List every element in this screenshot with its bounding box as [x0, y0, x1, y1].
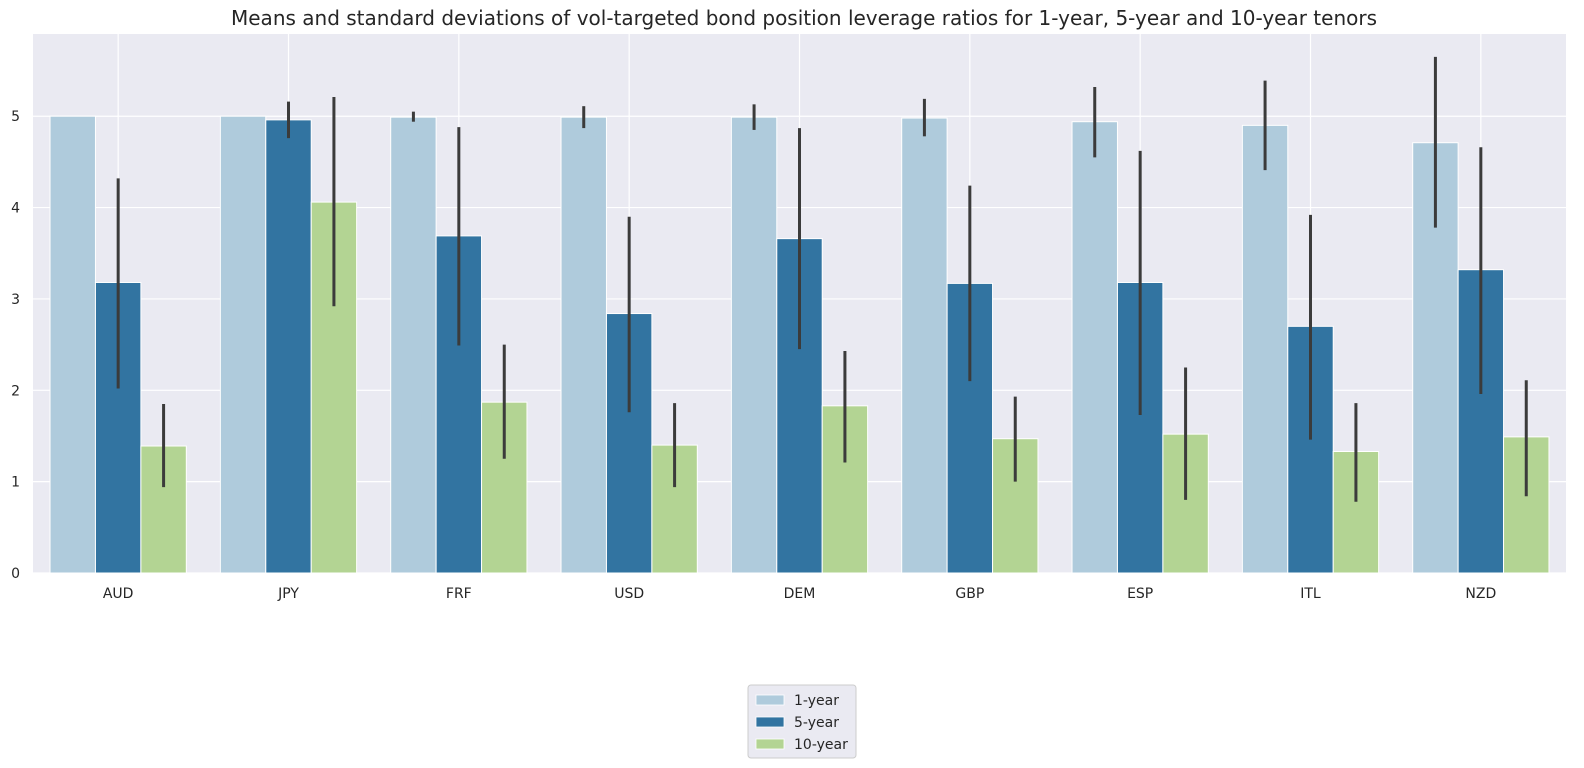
y-tick-label: 1: [11, 475, 20, 491]
y-tick-label: 0: [11, 566, 20, 582]
x-tick-label: ESP: [1127, 586, 1153, 602]
bar-1-year-ITL: [1241, 124, 1289, 574]
y-tick-label: 2: [11, 383, 20, 399]
y-tick-label: 4: [11, 201, 20, 217]
y-axis-ticks: 0 1 2 3 4 5: [11, 109, 20, 582]
legend-swatch-5-year: [755, 716, 785, 728]
bar-1-year-FRF: [390, 116, 437, 574]
y-tick-label: 3: [11, 292, 20, 308]
bar-1-year-USD: [560, 116, 607, 574]
bar-1-year-DEM: [730, 116, 778, 574]
x-tick-label: GBP: [955, 586, 984, 602]
legend-swatch-10-year: [755, 738, 785, 750]
chart-title: Means and standard deviations of vol-tar…: [231, 6, 1377, 30]
bar-5-year-JPY: [265, 119, 312, 574]
x-tick-label: USD: [614, 586, 644, 602]
y-tick-label: 5: [11, 109, 20, 125]
x-tick-label: FRF: [446, 586, 472, 602]
legend-label-5-year: 5-year: [794, 715, 839, 731]
x-tick-label: AUD: [103, 586, 134, 602]
bar-1-year-GBP: [901, 117, 948, 574]
x-tick-label: NZD: [1465, 586, 1496, 602]
x-tick-label: DEM: [784, 586, 816, 602]
x-tick-label: JPY: [277, 586, 299, 602]
x-tick-label: ITL: [1300, 586, 1321, 602]
legend-label-10-year: 10-year: [794, 737, 848, 753]
x-axis-ticks: AUD JPY FRF USD DEM GBP ESP ITL NZD: [103, 586, 1496, 602]
legend-swatch-1-year: [755, 694, 785, 706]
legend: 1-year 5-year 10-year: [747, 684, 857, 759]
bar-1-year-AUD: [49, 115, 96, 574]
legend-label-1-year: 1-year: [794, 693, 839, 709]
bar-1-year-JPY: [219, 115, 267, 574]
legend-items: 1-year 5-year 10-year: [755, 693, 848, 753]
error-bars: [116, 56, 1528, 502]
bar-1-year-ESP: [1071, 121, 1118, 574]
